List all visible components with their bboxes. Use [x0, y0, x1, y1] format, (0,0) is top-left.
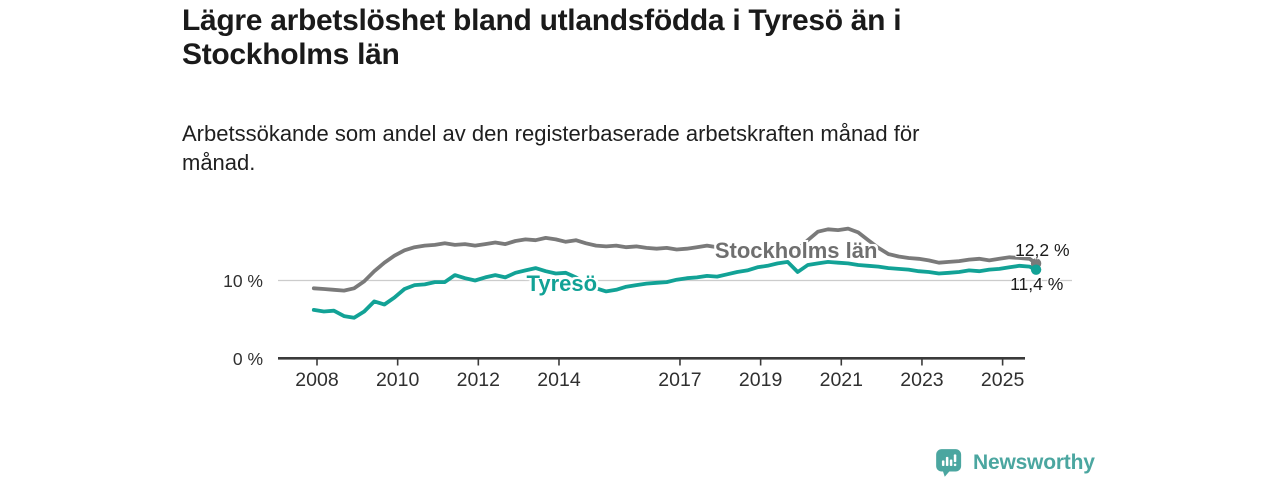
y-axis-label-10: 10 %: [223, 271, 263, 291]
x-tick-label-2021: 2021: [820, 369, 863, 391]
chart-title: Lägre arbetslöshet bland utlandsfödda i …: [182, 4, 1162, 72]
x-tick-label-2008: 2008: [295, 369, 338, 391]
chart-title-line2: Stockholms län: [182, 38, 400, 71]
x-tick-label-2023: 2023: [900, 369, 943, 391]
brand-footer: Newsworthy: [934, 447, 1095, 478]
newsworthy-logo-icon: [936, 449, 962, 477]
series-line-stockholms-l-n: [311, 226, 1038, 293]
series-label-tyreso: Tyresö: [526, 270, 598, 296]
series-line-tyres-: [311, 260, 1038, 320]
chart-title-line1: Lägre arbetslöshet bland utlandsfödda i …: [182, 4, 902, 37]
chart-subtitle: Arbetssökande som andel av den registerb…: [182, 119, 1082, 177]
x-tick-label-2019: 2019: [739, 369, 782, 391]
x-tick-label-2017: 2017: [658, 369, 701, 391]
series-label-stockholms-lan: Stockholms län: [714, 238, 878, 264]
brand-name: Newsworthy: [973, 450, 1095, 474]
end-value-stockholms-lan: 12,2 %: [1015, 240, 1070, 261]
x-tick-label-2025: 2025: [981, 369, 1025, 391]
chart-subtitle-line2: månad.: [182, 150, 256, 175]
x-tick-label-2010: 2010: [376, 369, 420, 391]
series-end-dot-tyres-: [1030, 264, 1042, 275]
x-tick-label-2012: 2012: [457, 369, 500, 391]
chart-subtitle-line1: Arbetssökande som andel av den registerb…: [182, 121, 920, 146]
y-axis-label-0: 0 %: [232, 349, 263, 369]
end-value-tyreso: 11,4 %: [1010, 273, 1064, 294]
x-tick-label-2014: 2014: [537, 369, 581, 391]
